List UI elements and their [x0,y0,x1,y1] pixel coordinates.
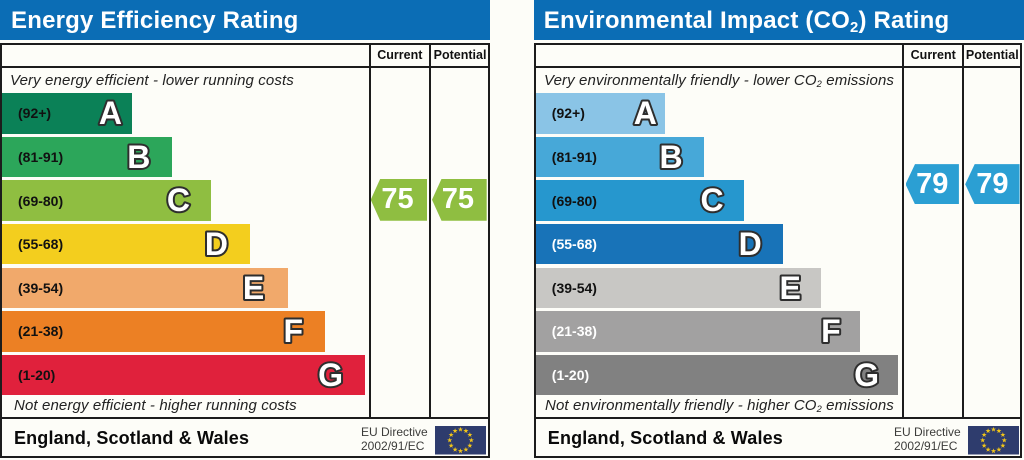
svg-text:D: D [738,226,761,262]
svg-text:A: A [99,95,122,131]
svg-text:D: D [205,226,228,262]
svg-text:G: G [318,357,343,393]
svg-text:A: A [633,95,656,131]
svg-text:C: C [700,182,723,218]
svg-text:F: F [821,313,841,349]
svg-text:G: G [854,357,879,393]
svg-text:E: E [779,270,800,306]
svg-text:B: B [127,139,150,175]
svg-text:C: C [167,182,190,218]
svg-text:F: F [283,313,303,349]
svg-text:B: B [659,139,682,175]
svg-text:E: E [243,270,264,306]
